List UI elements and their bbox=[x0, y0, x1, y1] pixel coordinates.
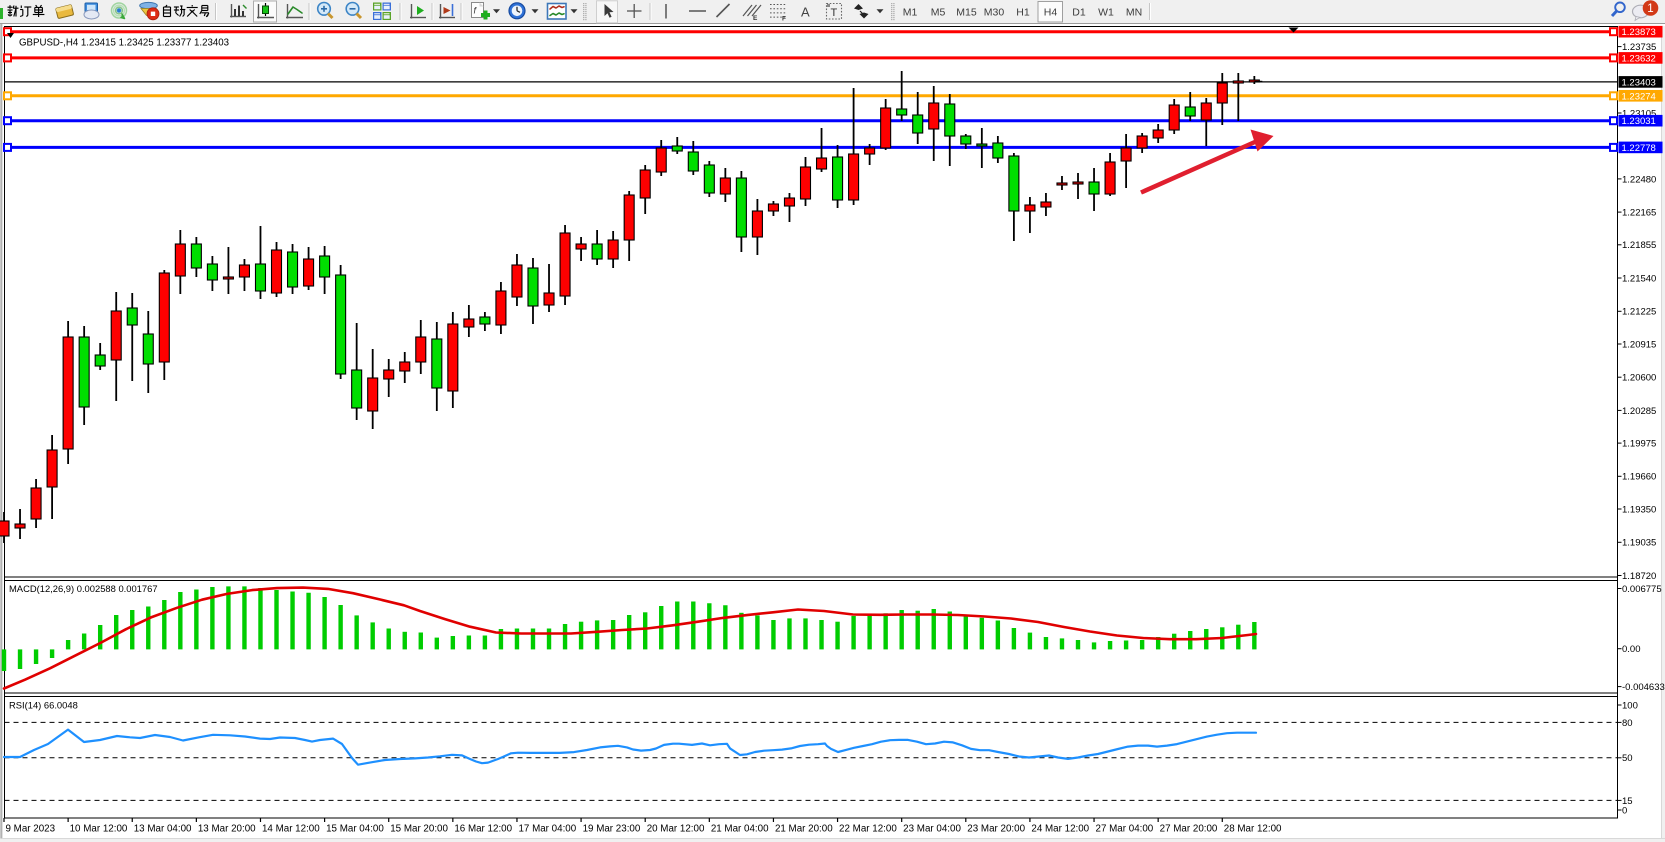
svg-text:RSI(14) 66.0048: RSI(14) 66.0048 bbox=[9, 700, 78, 711]
svg-text:1.20600: 1.20600 bbox=[1622, 373, 1656, 384]
svg-text:1: 1 bbox=[1647, 3, 1653, 15]
svg-text:13 Mar 04:00: 13 Mar 04:00 bbox=[134, 824, 192, 835]
svg-text:17 Mar 04:00: 17 Mar 04:00 bbox=[518, 824, 576, 835]
svg-text:W1: W1 bbox=[1098, 7, 1114, 19]
svg-text:1.23105: 1.23105 bbox=[1622, 108, 1656, 119]
svg-text:-0.004633: -0.004633 bbox=[1622, 682, 1665, 693]
svg-text:M1: M1 bbox=[903, 7, 918, 19]
svg-text:H1: H1 bbox=[1016, 7, 1030, 19]
svg-text:9 Mar 2023: 9 Mar 2023 bbox=[6, 824, 56, 835]
svg-text:15 Mar 04:00: 15 Mar 04:00 bbox=[326, 824, 384, 835]
svg-text:80: 80 bbox=[1622, 718, 1633, 729]
svg-text:16 Mar 12:00: 16 Mar 12:00 bbox=[454, 824, 512, 835]
svg-text:22 Mar 12:00: 22 Mar 12:00 bbox=[839, 824, 897, 835]
svg-text:MN: MN bbox=[1126, 7, 1142, 19]
svg-text:1.21540: 1.21540 bbox=[1622, 273, 1656, 284]
svg-text:1.21225: 1.21225 bbox=[1622, 307, 1656, 318]
svg-text:F: F bbox=[782, 16, 786, 23]
svg-text:f: f bbox=[474, 6, 478, 16]
svg-text:1.22778: 1.22778 bbox=[1622, 143, 1656, 154]
svg-text:1.20915: 1.20915 bbox=[1622, 339, 1656, 350]
svg-text:1.19035: 1.19035 bbox=[1622, 538, 1656, 549]
svg-text:100: 100 bbox=[1622, 700, 1638, 711]
svg-text:M5: M5 bbox=[931, 7, 946, 19]
svg-text:M30: M30 bbox=[984, 7, 1005, 19]
svg-text:1.21855: 1.21855 bbox=[1622, 240, 1656, 251]
svg-text:1.19660: 1.19660 bbox=[1622, 472, 1656, 483]
svg-text:0.00: 0.00 bbox=[1622, 644, 1641, 655]
svg-text:1.23274: 1.23274 bbox=[1622, 91, 1656, 102]
svg-text:1.22165: 1.22165 bbox=[1622, 208, 1656, 219]
svg-text:1.18720: 1.18720 bbox=[1622, 571, 1656, 582]
svg-text:T: T bbox=[831, 7, 838, 19]
svg-text:23 Mar 04:00: 23 Mar 04:00 bbox=[903, 824, 961, 835]
svg-text:1.19350: 1.19350 bbox=[1622, 504, 1656, 515]
svg-text:28 Mar 12:00: 28 Mar 12:00 bbox=[1224, 824, 1282, 835]
svg-text:GBPUSD-,H4 1.23415 1.23425 1.: GBPUSD-,H4 1.23415 1.23425 1.23377 1.234… bbox=[19, 38, 229, 49]
svg-text:50: 50 bbox=[1622, 753, 1633, 764]
svg-text:27 Mar 04:00: 27 Mar 04:00 bbox=[1096, 824, 1154, 835]
svg-text:0.006775: 0.006775 bbox=[1622, 584, 1662, 595]
svg-text:15: 15 bbox=[1622, 796, 1633, 807]
svg-text:A: A bbox=[801, 5, 810, 20]
svg-text:13 Mar 20:00: 13 Mar 20:00 bbox=[198, 824, 256, 835]
svg-text:E: E bbox=[753, 15, 758, 22]
svg-text:1.22480: 1.22480 bbox=[1622, 174, 1656, 185]
svg-text:1.20285: 1.20285 bbox=[1622, 406, 1656, 417]
svg-text:21 Mar 04:00: 21 Mar 04:00 bbox=[711, 824, 769, 835]
svg-text:27 Mar 20:00: 27 Mar 20:00 bbox=[1160, 824, 1218, 835]
svg-text:19 Mar 23:00: 19 Mar 23:00 bbox=[583, 824, 641, 835]
svg-text:21 Mar 20:00: 21 Mar 20:00 bbox=[775, 824, 833, 835]
svg-text:14 Mar 12:00: 14 Mar 12:00 bbox=[262, 824, 320, 835]
svg-text:1.23735: 1.23735 bbox=[1622, 42, 1656, 53]
svg-text:15 Mar 20:00: 15 Mar 20:00 bbox=[390, 824, 448, 835]
svg-text:1.23632: 1.23632 bbox=[1622, 53, 1656, 64]
svg-text:1.23031: 1.23031 bbox=[1622, 116, 1656, 127]
svg-text:24 Mar 12:00: 24 Mar 12:00 bbox=[1031, 824, 1089, 835]
svg-text:1.19975: 1.19975 bbox=[1622, 439, 1656, 450]
svg-text:H4: H4 bbox=[1044, 7, 1058, 19]
svg-text:20 Mar 12:00: 20 Mar 12:00 bbox=[647, 824, 705, 835]
svg-text:MACD(12,26,9) 0.002588 0.00176: MACD(12,26,9) 0.002588 0.001767 bbox=[9, 583, 158, 594]
svg-text:23 Mar 20:00: 23 Mar 20:00 bbox=[967, 824, 1025, 835]
svg-text:M15: M15 bbox=[956, 7, 977, 19]
svg-text:10 Mar 12:00: 10 Mar 12:00 bbox=[70, 824, 128, 835]
svg-text:0: 0 bbox=[1622, 805, 1627, 816]
svg-text:1.23873: 1.23873 bbox=[1622, 27, 1656, 38]
svg-text:D1: D1 bbox=[1072, 7, 1086, 19]
svg-text:1.23403: 1.23403 bbox=[1622, 77, 1656, 88]
